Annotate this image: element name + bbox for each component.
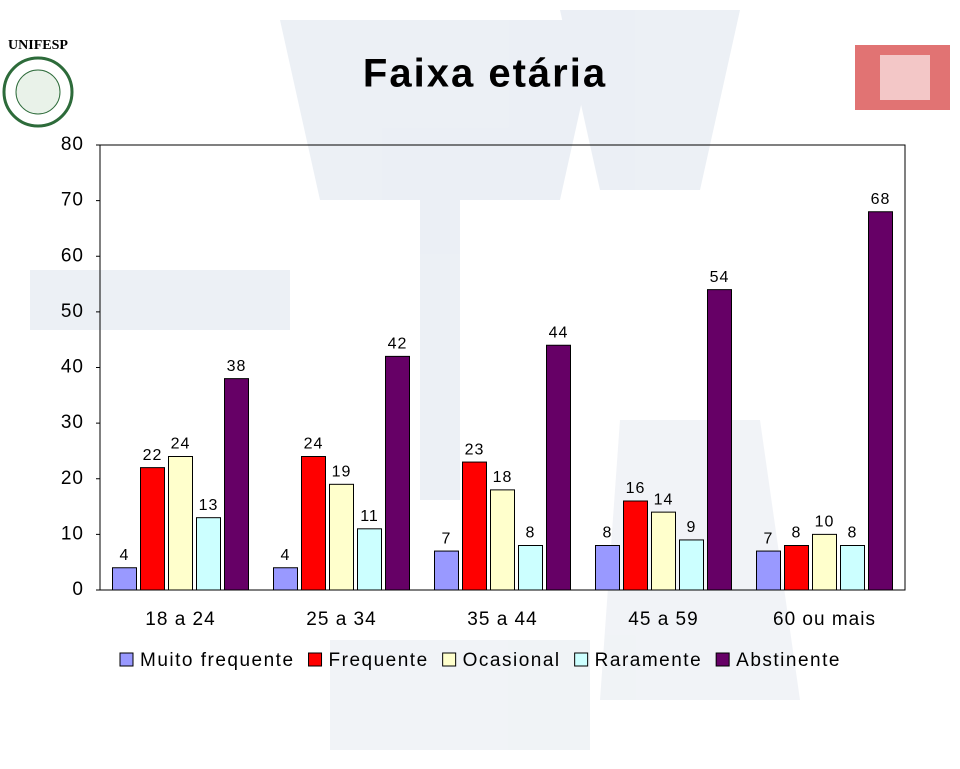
- y-tick-label: 40: [61, 357, 84, 378]
- value-label: 9: [687, 519, 697, 536]
- legend-swatch: [119, 652, 134, 667]
- bar: [273, 567, 298, 591]
- value-label: 7: [442, 530, 452, 547]
- bar: [546, 344, 571, 591]
- bar: [595, 545, 620, 591]
- value-label: 24: [304, 436, 324, 453]
- legend-swatch: [308, 652, 323, 667]
- right-logo: [855, 45, 950, 110]
- bar: [357, 528, 382, 591]
- legend-label: Raramente: [595, 650, 703, 671]
- value-label: 4: [281, 547, 291, 564]
- bar: [812, 533, 837, 591]
- bar: [301, 456, 326, 591]
- bar: [385, 355, 410, 591]
- bar: [196, 517, 221, 591]
- value-label: 16: [626, 480, 646, 497]
- value-label: 19: [332, 464, 352, 481]
- value-label: 54: [710, 269, 730, 286]
- y-tick-label: 80: [61, 134, 84, 155]
- bar: [434, 550, 459, 591]
- y-tick-label: 10: [61, 523, 84, 544]
- bar: [651, 511, 676, 591]
- chart-title: Faixa etária: [363, 52, 607, 96]
- value-label: 68: [871, 191, 891, 208]
- bar: [112, 567, 137, 591]
- value-label: 10: [815, 514, 835, 531]
- legend-label: Abstinente: [736, 650, 841, 671]
- legend-swatch: [574, 652, 589, 667]
- value-label: 8: [526, 525, 536, 542]
- y-tick-label: 30: [61, 412, 84, 433]
- y-tick-label: 60: [61, 245, 84, 266]
- x-tick-label: 35 a 44: [467, 609, 537, 630]
- y-tick-label: 50: [61, 301, 84, 322]
- bar: [490, 489, 515, 591]
- x-tick-label: 60 ou mais: [773, 609, 876, 630]
- bar: [462, 461, 487, 591]
- value-label: 44: [549, 324, 569, 341]
- bar: [518, 545, 543, 591]
- value-label: 7: [764, 530, 774, 547]
- bar: [224, 378, 249, 591]
- legend-label: Ocasional: [463, 650, 561, 671]
- bar: [168, 456, 193, 591]
- y-tick-label: 0: [72, 579, 84, 600]
- value-label: 13: [199, 497, 219, 514]
- bar: [840, 545, 865, 591]
- value-label: 18: [493, 469, 513, 486]
- bar: [756, 550, 781, 591]
- x-tick-label: 18 a 24: [145, 609, 215, 630]
- bar: [140, 467, 165, 591]
- legend-label: Frequente: [329, 650, 429, 671]
- value-label: 42: [388, 336, 408, 353]
- value-label: 22: [143, 447, 163, 464]
- legend-label: Muito frequente: [140, 650, 295, 671]
- x-tick-label: 45 a 59: [628, 609, 698, 630]
- value-label: 8: [792, 525, 802, 542]
- value-label: 14: [654, 491, 674, 508]
- value-label: 11: [360, 508, 379, 525]
- logo-text: UNIFESP: [8, 38, 68, 53]
- watermark: [30, 10, 800, 750]
- bar: [707, 289, 732, 591]
- value-label: 23: [465, 441, 485, 458]
- value-label: 8: [603, 525, 613, 542]
- bar: [784, 545, 809, 591]
- legend-swatch: [442, 652, 457, 667]
- x-tick-label: 25 a 34: [306, 609, 376, 630]
- bar: [329, 483, 354, 591]
- y-tick-label: 20: [61, 468, 84, 489]
- bar: [623, 500, 648, 591]
- bar: [868, 211, 893, 591]
- legend-swatch: [715, 652, 730, 667]
- value-label: 38: [227, 358, 247, 375]
- value-label: 4: [120, 547, 130, 564]
- value-label: 24: [171, 436, 191, 453]
- value-label: 8: [848, 525, 858, 542]
- left-logo: UNIFESP: [2, 38, 74, 128]
- y-tick-label: 70: [61, 190, 84, 211]
- bar: [679, 539, 704, 591]
